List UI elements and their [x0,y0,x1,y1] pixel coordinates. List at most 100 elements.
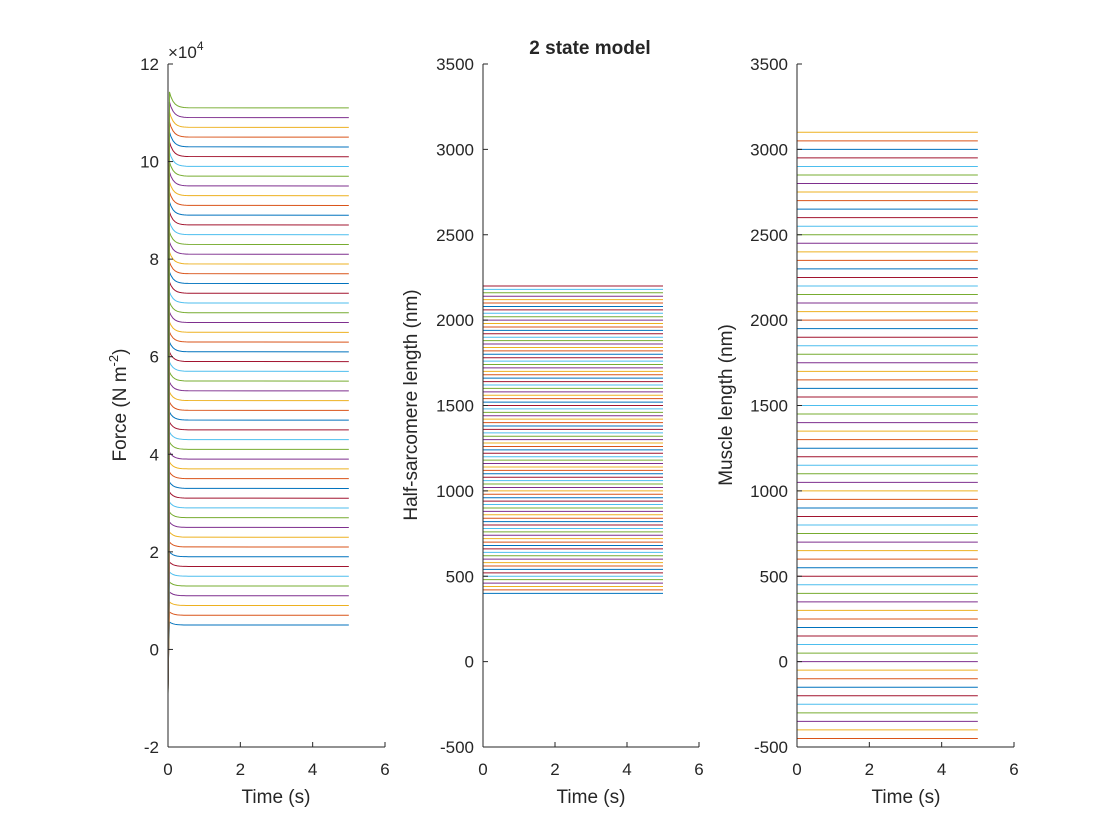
force-series-line [167,181,349,695]
force-series-line [167,281,349,695]
force-series-line [167,311,349,683]
half-sarcomere-y-tick-label: 1000 [436,482,474,501]
force-exponent-label: ×104 [168,39,204,62]
force-series-line [167,221,349,679]
muscle-length-y-tick-label: 2500 [750,226,788,245]
force-series-line [167,430,349,695]
force-series-line [167,480,349,695]
force-series-line [167,191,349,691]
half-sarcomere-y-tick-label: 2000 [436,311,474,330]
force-series-line [167,251,349,687]
force-series-line [167,381,349,695]
force-series-line [167,341,349,691]
force-series-line [167,301,349,687]
force-series-line [167,410,349,683]
force-series-line [167,530,349,695]
muscle-length-y-tick-label: 0 [779,653,788,672]
force-y-axis-label: Force (N m-2) [106,349,131,462]
force-series-line [167,611,349,683]
force-series-line [167,520,349,679]
force-series-line [167,621,349,679]
force-x-axis-label: Time (s) [242,787,311,808]
muscle-length-x-tick-label: 0 [792,760,801,779]
force-series-line [167,351,349,687]
half-sarcomere-x-tick-label: 2 [550,760,559,779]
force-y-tick-label: 12 [140,55,159,74]
force-exponent-base: ×10 [168,43,197,62]
force-series-line [167,510,349,683]
half-sarcomere-y-tick-label: -500 [440,738,474,757]
half-sarcomere-series-group [483,285,663,594]
half-sarcomere-x-tick-label: 4 [622,760,631,779]
force-exponent-power: 4 [197,39,204,53]
force-x-tick-label: 4 [308,760,317,779]
muscle-length-x-tick-label: 2 [865,760,874,779]
half-sarcomere-y-tick-label: 3500 [436,55,474,74]
force-series-line [167,420,349,679]
force-series-line [167,271,349,679]
force-series-line [167,111,349,683]
force-series-line [167,490,349,691]
force-y-tick-label: 4 [150,445,159,464]
half-sarcomere-y-axis-label: Half-sarcomere length (nm) [401,289,422,520]
force-y-tick-label: 0 [150,640,159,659]
muscle-length-y-tick-label: 500 [760,567,788,586]
muscle-length-y-axis-label: Muscle length (nm) [716,324,737,486]
force-x-tick-label: 6 [380,760,389,779]
force-y-tick-label: -2 [144,738,159,757]
force-series-line [167,570,349,679]
half-sarcomere-y-tick-label: 500 [446,567,474,586]
force-series-line [167,371,349,679]
muscle-length-y-tick-label: 2000 [750,311,788,330]
force-series-line [167,171,349,679]
muscle-length-series-group [797,131,978,748]
force-series-line [167,390,349,691]
force-series-line [167,560,349,683]
muscle-length-y-tick-label: 1500 [750,397,788,416]
force-y-tick-label: 10 [140,153,159,172]
force-y-axis-label-sup: -2 [106,355,121,367]
force-x-tick-label: 0 [163,760,172,779]
force-series-line [167,580,349,695]
force-y-tick-label: 8 [150,250,159,269]
muscle-length-x-tick-label: 4 [937,760,946,779]
force-series-line [167,450,349,687]
force-series-line [167,131,349,695]
force-series-line [167,141,349,691]
half-sarcomere-y-tick-label: 2500 [436,226,474,245]
force-series-line [167,331,349,695]
force-series-line [167,151,349,687]
muscle-length-y-tick-label: -500 [754,738,788,757]
muscle-length-x-tick-label: 6 [1009,760,1018,779]
half-sarcomere-y-tick-label: 3000 [436,140,474,159]
half-sarcomere-y-tick-label: 1500 [436,397,474,416]
half-sarcomere-x-axis-label: Time (s) [557,787,626,808]
force-series-line [167,550,349,687]
force-series-line [167,161,349,683]
force-series-group [167,91,349,695]
force-series-line [167,600,349,687]
force-y-axis-label-tail: ) [110,349,131,355]
force-series-line [167,261,349,683]
force-y-tick-label: 6 [150,348,159,367]
force-series-line [167,121,349,679]
muscle-length-x-axis-label: Time (s) [872,787,941,808]
force-series-line [167,540,349,691]
force-series-line [167,201,349,687]
half-sarcomere-x-tick-label: 6 [694,760,703,779]
figure-title: 2 state model [529,38,650,59]
force-series-line [167,440,349,691]
force-series-line [167,500,349,687]
force-series-line [167,361,349,683]
force-x-tick-label: 2 [236,760,245,779]
force-series-line [167,321,349,679]
force-series-line [167,291,349,691]
force-series-line [167,101,349,687]
force-series-line [167,241,349,691]
force-series-line [167,211,349,683]
force-series-line [167,400,349,687]
